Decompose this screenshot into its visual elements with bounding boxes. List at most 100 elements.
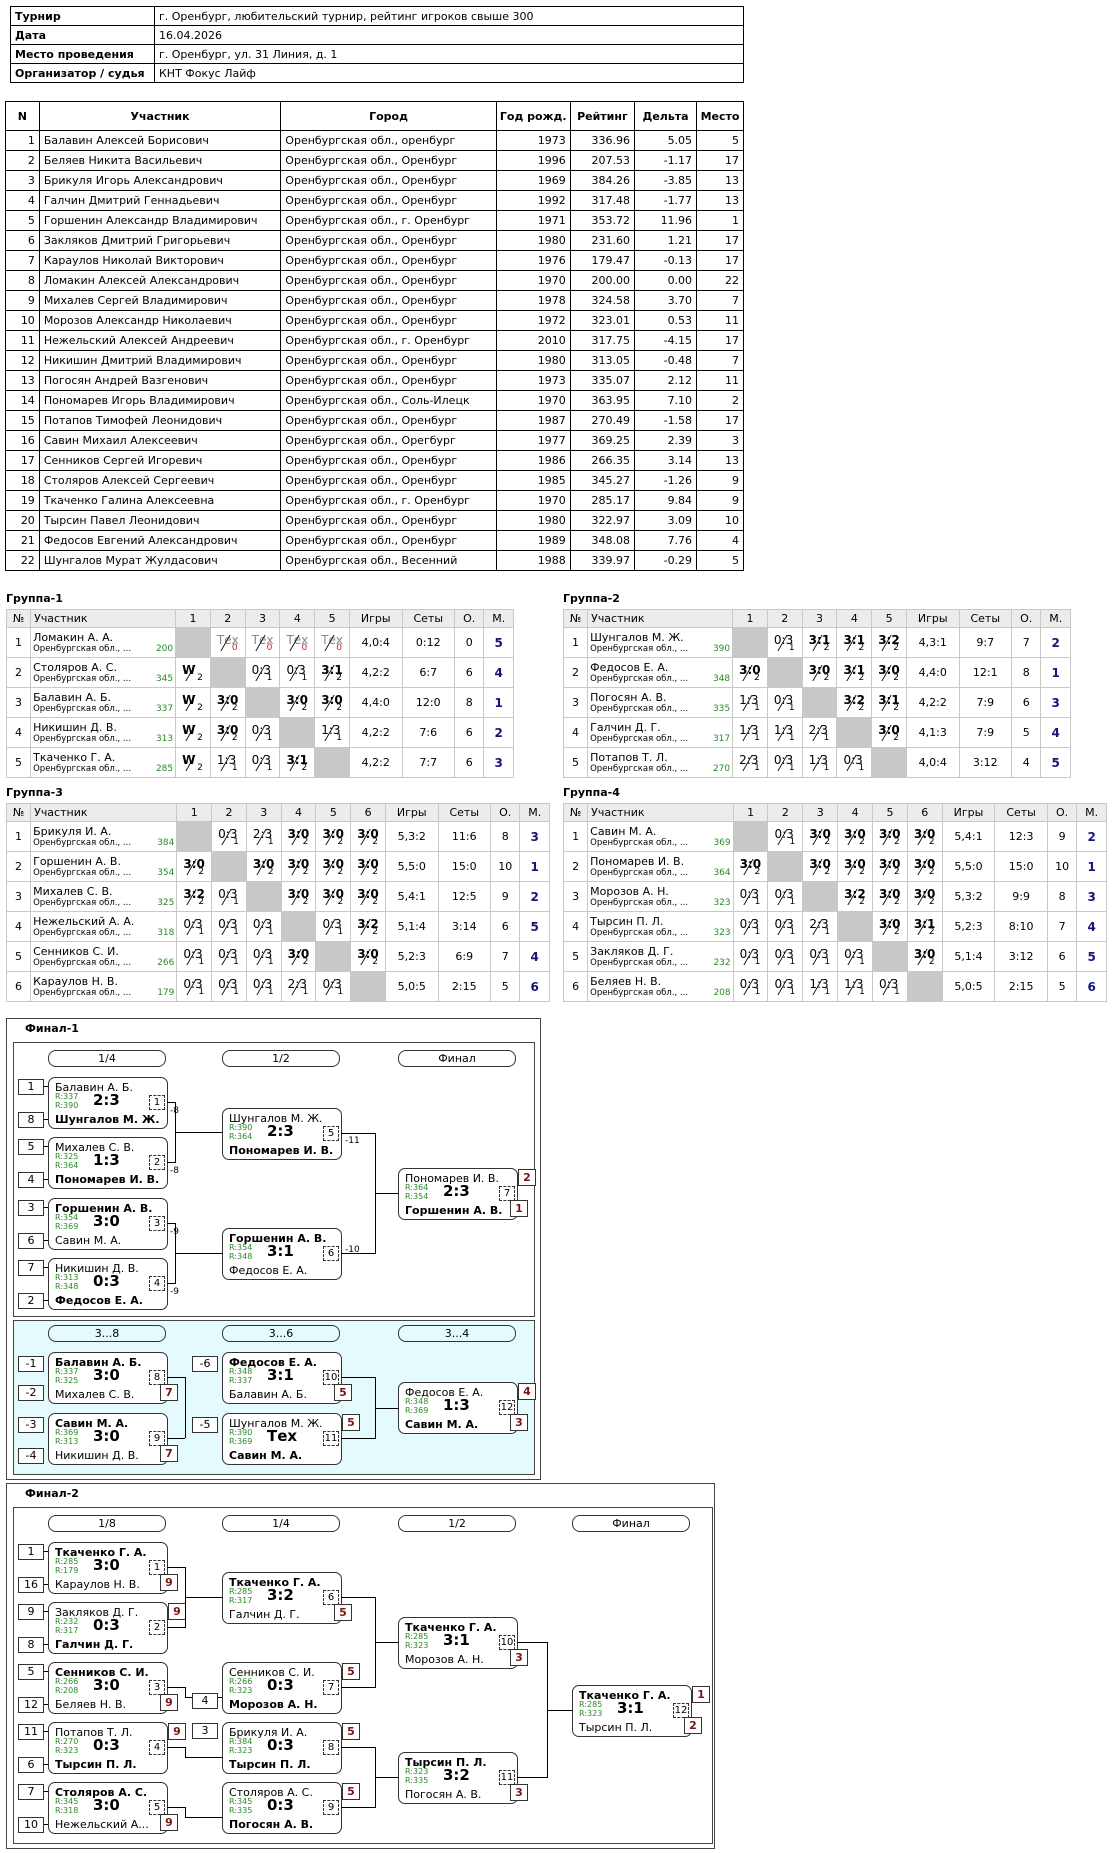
bracket-line [341,1807,375,1808]
match-score: 0:3 [93,1616,120,1634]
group-diagonal-cell [732,821,769,852]
rating-bottom: R:335 [405,1776,429,1785]
match-number: 12 [673,1703,689,1718]
info-value: 16.04.2026 [154,25,744,45]
match-result: 3:0 2 [249,852,279,881]
group-col-header: 1 [732,609,768,628]
table-cell: 322.97 [569,510,636,531]
group-points: 6 [1011,687,1042,718]
match-result: 3:1 2 [805,628,835,657]
group-place: 4 [1076,911,1107,942]
group-score-cell: 3:0 2 [280,881,317,912]
table-cell: Оренбургская обл., Соль-Илецк [280,390,497,411]
match-points: 2 [302,957,309,967]
place-badge: 1 [510,1200,528,1217]
table-cell: 10 [5,310,40,331]
match-score: 3:1 [443,1631,470,1649]
seed-box: 10 [18,1817,44,1833]
match-score: 3:0 [809,827,831,841]
group-col-header: 3 [244,609,281,628]
match-result: 1:3 1 [317,718,347,747]
group-score-cell: 3:0 2 [872,911,908,942]
match-number: 11 [323,1431,339,1446]
group-score-cell: 0:3 1 [732,941,769,972]
match-points: 1 [789,837,796,847]
match-points: 1 [754,733,760,743]
player-city-line: Оренбургская обл., ... 266 [33,958,174,968]
match-player-bottom: Федосов Е. А. [229,1264,308,1277]
match-points: 2 [858,643,865,653]
group-place: 4 [519,941,550,972]
match-score: 3:0 [913,887,936,901]
match-player-bottom: Тырсин П. Л. [55,1758,137,1771]
match-score: 1:3 [216,753,237,767]
group-games: 5,4:1 [384,881,439,912]
bracket-match: Столяров А. С. R:345 R:335 0:3 9 Погосян А. В… [222,1782,342,1834]
bracket-match: Шунгалов М. Ж. R:390 R:369 Тех 11 Савин М. А. [222,1413,342,1465]
group-score-cell: 3:0 2 [872,881,908,912]
player-name: Беляев Н. В. [590,975,662,988]
group-score-cell: 0:3 1 [244,657,281,688]
player-rating: 179 [157,988,175,998]
player-city: Оренбургская обл., ... [590,958,689,968]
player-rating: 208 [713,988,731,998]
match-points: 1 [267,837,274,847]
seed-box: -3 [18,1417,44,1433]
table-cell: Оренбургская обл., г. Оренбург [280,490,497,511]
table-cell: 5 [5,210,40,231]
group-games: 5,2:3 [941,911,996,942]
group-row: 4 Никишин Д. В. Оренбургская обл., ... 313 W… [5,717,514,748]
table-row: 7 Караулов Николай Викторович Оренбургская… [5,250,744,271]
match-score: 3:0 [739,857,762,871]
group-place: 5 [519,911,550,942]
group-points: 7 [1046,911,1078,942]
match-player-bottom: Погосян А. В. [229,1818,314,1831]
group-score-cell: 3:0 2 [280,851,317,882]
players-col-header: Место [696,101,744,131]
group-points: 8 [490,821,521,852]
match-number: 8 [149,1370,165,1385]
table-row: 15 Потапов Тимофей Леонидович Оренбургская… [5,410,744,431]
group-col-header: М. [519,803,550,822]
match-points: 2 [231,733,238,743]
match-number: 9 [323,1800,339,1815]
table-cell: 11 [696,310,744,331]
group-score-cell: 3:0 2 [871,717,907,748]
player-city: Оренбургская обл., ... [590,928,689,938]
group-score-cell: 3:2 2 [837,881,874,912]
table-row: 2 Беляев Никита Васильевич Оренбургская об… [5,150,744,171]
table-cell: 6 [5,230,40,251]
group-score-cell: 0:3 1 [802,941,839,972]
group-row-number: 5 [5,747,32,778]
group-score-cell: 2:3 1 [280,971,317,1002]
match-points: 2 [894,837,900,847]
match-points: 2 [337,837,344,847]
table-cell: 1980 [495,510,571,531]
bracket-line [341,1133,375,1134]
group-sets: 6:9 [437,941,492,972]
table-cell: 270.49 [569,410,636,431]
table-cell: 1996 [495,150,571,171]
group-row-number: 4 [562,911,589,942]
seed-box: 8 [18,1637,44,1653]
match-number: 1 [149,1095,165,1110]
group-diagonal-cell [732,627,768,658]
bracket-line [185,1597,222,1598]
match-points: 1 [823,763,830,773]
match-result: 0:3 1 [736,912,766,941]
seed-box: 3 [192,1723,218,1739]
table-cell: -0.13 [634,250,698,271]
match-player-top: Сенников С. И. [229,1666,315,1679]
match-points: 1 [754,763,760,773]
table-cell: Оренбургская обл., Орегбург [280,430,497,451]
match-score: 2:3 [267,1122,294,1140]
table-cell: Оренбургская обл., Оренбург [280,530,497,551]
group-points: 6 [454,747,485,778]
match-score: 3:0 [808,663,831,677]
group-points: 9 [1046,821,1078,852]
match-number: 2 [149,1620,165,1635]
match-result: 3:0 2 [317,688,347,717]
match-points: 1 [267,927,274,937]
match-points: 1 [894,987,900,997]
rating-bottom: R:337 [229,1376,253,1385]
